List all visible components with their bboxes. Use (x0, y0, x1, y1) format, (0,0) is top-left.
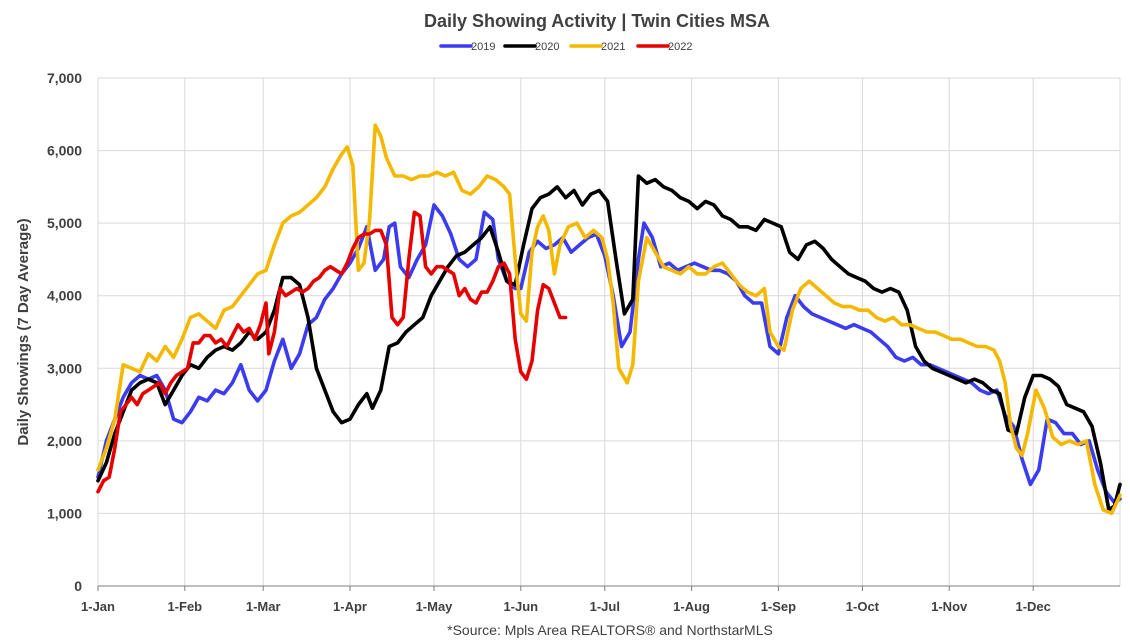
x-tick-label: 1-Jul (590, 599, 620, 614)
legend: 2019 2020 2021 2022 (439, 41, 692, 53)
series-line-2022 (96, 210, 568, 494)
chart-title: Daily Showing Activity | Twin Cities MSA (424, 11, 770, 31)
x-axis-ticks: 1-Jan 1-Feb 1-Mar 1-Apr 1-May 1-Jun 1-Jul 1-Aug… (81, 586, 1051, 614)
y-tick-label: 3,000 (47, 360, 82, 376)
x-tick-label: 1-May (416, 599, 454, 614)
x-tick-label: 1-Apr (333, 599, 367, 614)
x-tick-label: 1-Jun (503, 599, 538, 614)
x-tick-label: 1-Oct (846, 599, 880, 614)
y-axis-label: Daily Showings (7 Day Average) (15, 218, 32, 445)
x-tick-label: 1-Nov (931, 599, 968, 614)
x-tick-label: 1-Dec (1015, 599, 1050, 614)
y-tick-label: 0 (74, 578, 82, 594)
y-tick-label: 2,000 (47, 433, 82, 449)
legend-label-2019: 2019 (471, 41, 495, 53)
legend-label-2020: 2020 (535, 41, 559, 53)
source-note: *Source: Mpls Area REALTORS® and Northst… (447, 622, 773, 638)
series-lines (96, 123, 1122, 516)
y-tick-label: 6,000 (47, 143, 82, 159)
legend-label-2021: 2021 (601, 41, 625, 53)
y-tick-label: 7,000 (47, 70, 82, 86)
x-tick-label: 1-Aug (673, 599, 710, 614)
y-tick-label: 4,000 (47, 288, 82, 304)
series-line-2020 (96, 174, 1122, 512)
legend-label-2022: 2022 (668, 41, 692, 53)
y-tick-label: 1,000 (47, 505, 82, 521)
x-tick-label: 1-Mar (246, 599, 281, 614)
x-tick-label: 1-Jan (81, 599, 115, 614)
x-tick-label: 1-Sep (761, 599, 796, 614)
y-tick-label: 5,000 (47, 215, 82, 231)
y-axis-ticks: 0 1,000 2,000 3,000 4,000 5,000 6,000 7,000 (47, 70, 82, 594)
series-line-2021 (96, 123, 1122, 516)
series-line-2019 (96, 203, 1122, 505)
x-tick-label: 1-Feb (167, 599, 202, 614)
